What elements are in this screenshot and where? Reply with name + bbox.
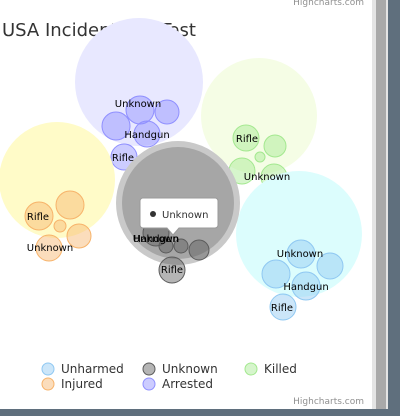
data-label-killed-rifle: Rifle bbox=[236, 134, 258, 145]
bubble-injured-5[interactable] bbox=[35, 234, 63, 262]
data-label-unharmed-handgun: Handgun bbox=[283, 282, 328, 293]
bubble-killed-1[interactable] bbox=[232, 124, 260, 152]
bubble-group-injured[interactable] bbox=[0, 122, 115, 238]
credits-link-bottom[interactable]: Highcharts.com bbox=[293, 397, 364, 407]
bubble-injured-4[interactable] bbox=[66, 223, 92, 249]
legend-item-unknown[interactable]: Unknown bbox=[162, 362, 218, 376]
data-label-unknown-rifle: Rifle bbox=[161, 265, 183, 276]
bubble-unharmed-1[interactable] bbox=[286, 239, 316, 269]
bubble-injured-3[interactable] bbox=[53, 219, 67, 233]
bubble-injured-1[interactable] bbox=[24, 201, 54, 231]
bubble-arrested-2[interactable] bbox=[154, 99, 180, 125]
tooltip-marker-dot bbox=[150, 211, 156, 217]
data-label-arrested-rifle: Rifle bbox=[112, 153, 134, 164]
credits-link-top[interactable]: Highcharts.com bbox=[293, 0, 364, 8]
bubble-group-unharmed[interactable] bbox=[236, 171, 362, 297]
bubble-unknown-3[interactable] bbox=[188, 239, 210, 261]
legend-item-killed[interactable]: Killed bbox=[264, 362, 297, 376]
bubble-arrested-3[interactable] bbox=[101, 111, 131, 141]
bubble-killed-2[interactable] bbox=[263, 134, 287, 158]
bubble-unharmed-5[interactable] bbox=[269, 293, 297, 321]
data-label-unknown-unknown: Unknown bbox=[133, 234, 179, 245]
bubble-injured-2[interactable] bbox=[55, 190, 85, 220]
bubble-unknown-4[interactable] bbox=[158, 238, 174, 254]
tooltip-box bbox=[139, 197, 219, 236]
bubble-arrested-1[interactable] bbox=[125, 95, 155, 125]
bubble-unknown-5[interactable] bbox=[158, 256, 186, 284]
legend-symbol-unharmed[interactable] bbox=[41, 362, 55, 376]
bubble-group-arrested[interactable] bbox=[75, 18, 203, 146]
legend-symbol-unknown[interactable] bbox=[142, 362, 156, 376]
legend-symbol-killed[interactable] bbox=[244, 362, 258, 376]
data-label-unharmed-rifle: Rifle bbox=[271, 303, 293, 314]
bubble-chart: USA Incidents by TestUnknownHandgunRifle… bbox=[0, 18, 362, 391]
data-label-killed-unknown: Unknown bbox=[244, 172, 290, 183]
bubble-unharmed-4[interactable] bbox=[291, 271, 321, 301]
tooltip-text: Unknown bbox=[162, 210, 208, 221]
bubble-unknown-2[interactable] bbox=[173, 238, 189, 254]
bubble-arrested-4[interactable] bbox=[133, 120, 161, 148]
bubble-group-killed[interactable] bbox=[201, 58, 317, 174]
legend-item-unharmed[interactable]: Unharmed bbox=[61, 362, 124, 376]
legend-item-injured[interactable]: Injured bbox=[61, 377, 103, 391]
legend-symbol-arrested[interactable] bbox=[142, 377, 156, 391]
legend-item-arrested[interactable]: Arrested bbox=[162, 377, 213, 391]
data-label-unharmed-unknown: Unknown bbox=[277, 249, 323, 260]
data-label-unknown-handgun: Handgun bbox=[133, 234, 178, 245]
bubble-killed-3[interactable] bbox=[254, 151, 266, 163]
scrollbar-thumb[interactable] bbox=[376, 0, 386, 409]
data-label-injured-unknown: Unknown bbox=[27, 243, 73, 254]
bubble-unharmed-2[interactable] bbox=[316, 252, 344, 280]
legend-symbol-injured[interactable] bbox=[41, 377, 55, 391]
bubble-unharmed-3[interactable] bbox=[261, 259, 291, 289]
data-label-arrested-unknown: Unknown bbox=[115, 99, 161, 110]
data-label-arrested-handgun: Handgun bbox=[124, 130, 169, 141]
data-label-injured-rifle: Rifle bbox=[27, 212, 49, 223]
